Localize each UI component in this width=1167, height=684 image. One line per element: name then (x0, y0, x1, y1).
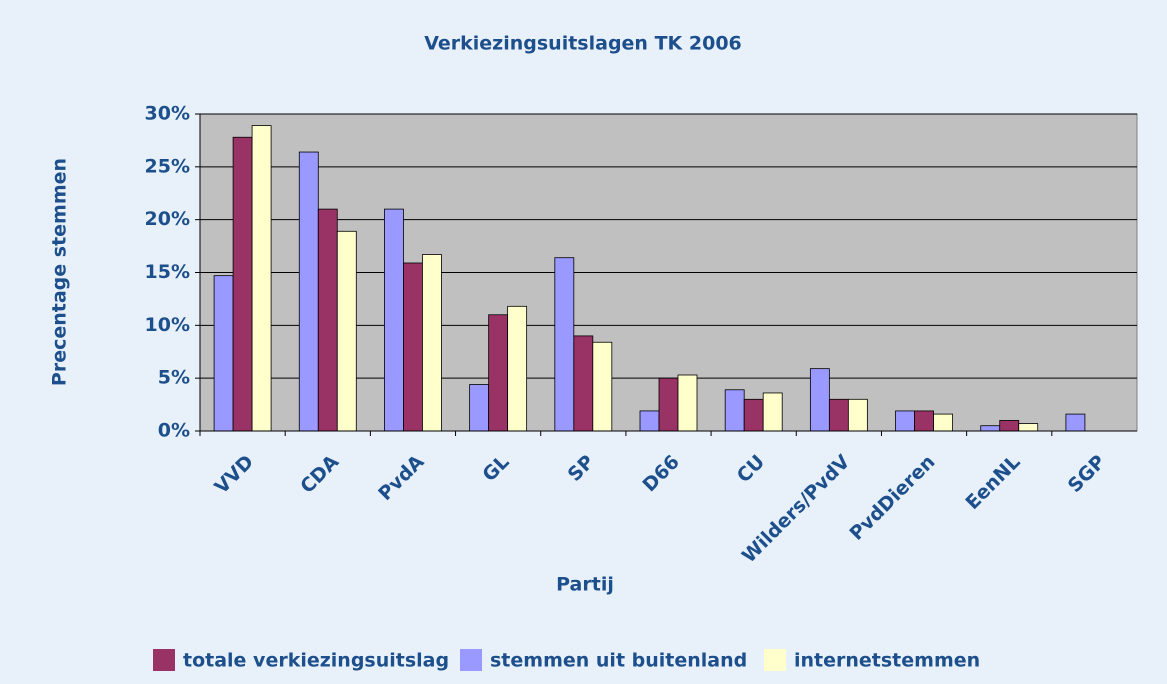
bar (1018, 423, 1039, 432)
bar (933, 413, 953, 432)
bar (232, 136, 253, 432)
legend-label: totale verkiezingsuitslag (183, 650, 449, 672)
bar (847, 398, 868, 432)
x-tick-label: EenNL (961, 451, 1024, 514)
y-tick-label: 5% (158, 367, 190, 389)
bar (980, 425, 1001, 432)
bar (554, 257, 575, 432)
bar (298, 151, 319, 432)
y-tick-label: 15% (145, 261, 190, 283)
bar (724, 389, 745, 432)
y-tick-label: 25% (145, 155, 190, 177)
y-axis-label: Precentage stemmen (49, 158, 71, 386)
x-tick-label: VVD (211, 451, 259, 499)
x-tick-label: SGP (1064, 451, 1110, 497)
x-tick-label: CU (733, 451, 769, 487)
bar (592, 341, 613, 432)
x-tick-label: CDA (296, 451, 343, 498)
bar (828, 398, 849, 432)
bar (573, 335, 594, 432)
bar (914, 410, 934, 432)
bar (488, 314, 509, 432)
bar (658, 377, 679, 432)
bar (999, 420, 1020, 432)
y-tick-label: 0% (158, 420, 190, 442)
x-tick-label: D66 (639, 451, 684, 496)
bar (336, 230, 357, 432)
bar (762, 392, 783, 432)
legend-label: stemmen uit buitenland (490, 650, 747, 672)
x-tick-label: PvdDieren (846, 451, 940, 545)
legend-swatch (460, 649, 482, 671)
bar (469, 384, 490, 432)
x-tick-label: PvdA (374, 451, 428, 505)
y-tick-label: 20% (145, 208, 190, 230)
bar (507, 305, 528, 432)
bar (639, 410, 660, 432)
x-axis-label: Partij (556, 574, 614, 596)
bar (317, 208, 338, 432)
bar (384, 208, 404, 432)
x-tick-label: SP (564, 451, 599, 486)
bar (743, 398, 764, 432)
legend-swatch (153, 649, 175, 671)
bar (251, 125, 272, 432)
legend-swatch (764, 649, 786, 671)
bar (809, 368, 830, 432)
bar (1065, 413, 1086, 432)
bar (403, 262, 423, 432)
chart-title: Verkiezingsuitslagen TK 2006 (424, 33, 742, 55)
bar (895, 410, 915, 432)
bar (213, 275, 234, 432)
x-tick-label: GL (478, 451, 513, 486)
y-tick-label: 30% (145, 103, 190, 125)
y-tick-label: 10% (145, 314, 190, 336)
legend-label: internetstemmen (794, 650, 980, 672)
bar (677, 374, 698, 432)
bar (422, 254, 442, 432)
